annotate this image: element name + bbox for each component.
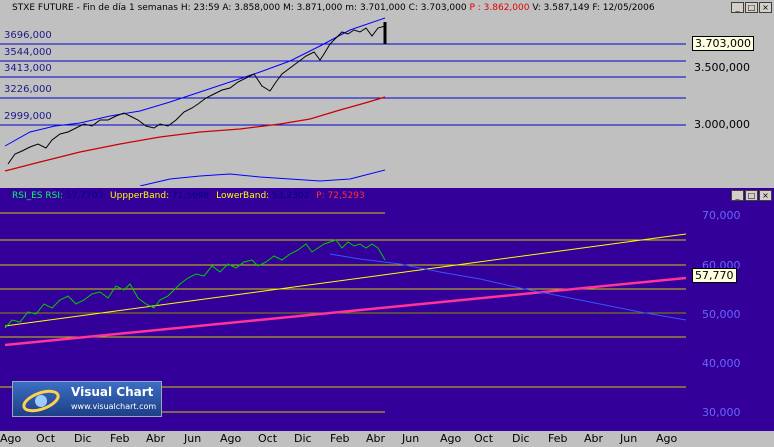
price-title-bar: STXE FUTURE - Fin de día 1 semanas H: 23… [0, 0, 774, 16]
level-label-3696: 3696,000 [4, 30, 52, 41]
x-tick: Abr [366, 432, 386, 445]
f-readout: F: 12/05/2006 [592, 3, 655, 13]
level-label-2999: 2999,000 [4, 111, 52, 122]
x-tick: Ago [0, 432, 22, 445]
lower-band-label: LowerBand: [216, 191, 270, 201]
price-chart-area[interactable]: 3696,000 3544,000 3413,000 3226,000 2999… [0, 16, 686, 186]
rsi-label: RSI_ES RSI: [12, 191, 64, 201]
rsi-tick-40: 40,000 [702, 357, 741, 370]
p-readout: P : 3.862,000 [469, 3, 530, 13]
rsi-maximize-button[interactable]: □ [745, 190, 758, 201]
x-tick: Feb [548, 432, 568, 445]
upper-band-label: UppperBand: [110, 191, 170, 201]
period-label: Fin de día 1 semanas [82, 3, 178, 13]
instrument-name: STXE FUTURE [12, 3, 74, 13]
price-series [7, 25, 386, 165]
rsi-tick-50: 50,000 [702, 308, 741, 321]
price-current-badge: 3.703,000 [692, 36, 754, 51]
rsi-y-axis: 70,000 60,000 50,000 40,000 30,000 57,77… [686, 204, 774, 431]
logo-url: www.visualchart.com [71, 402, 157, 411]
rsi-chart-area[interactable] [0, 204, 686, 431]
upper-band-value: 71,5698 [172, 191, 210, 201]
x-tick: Dic [294, 432, 312, 445]
visual-chart-logo: Visual Chart www.visualchart.com [12, 381, 162, 417]
rsi-value: 57,7703 [65, 191, 104, 201]
h-readout: H: 23:59 [180, 3, 220, 13]
y-tick-3500: 3.500,000 [694, 61, 750, 74]
price-window-controls: _ □ × [731, 2, 772, 13]
rsi-lower-band [4, 276, 686, 347]
time-axis: Ago Oct Dic Feb Abr Jun Ago Oct Dic Feb … [0, 431, 774, 447]
a-readout: A: 3.858,000 [222, 3, 281, 13]
x-tick: Abr [146, 432, 166, 445]
x-tick: Jun [620, 432, 638, 445]
x-tick: Jun [402, 432, 420, 445]
minimize-button[interactable]: _ [731, 2, 744, 13]
x-tick: Ago [656, 432, 678, 445]
x-tick: Ago [220, 432, 242, 445]
x-tick: Dic [74, 432, 92, 445]
rsi-current-badge: 57,770 [692, 268, 737, 283]
x-tick: Oct [474, 432, 494, 445]
rsi-tick-30: 30,000 [702, 406, 741, 419]
price-chart [0, 17, 686, 186]
rsi-chart [0, 212, 686, 413]
rsi-projection [329, 253, 686, 321]
rsi-minimize-button[interactable]: _ [731, 190, 744, 201]
rsi-upper-band [4, 233, 686, 327]
rsi-p-value: P: 72,5293 [316, 191, 365, 201]
c-readout: C: 3.703,000 [408, 3, 467, 13]
rsi-window-controls: _ □ × [731, 190, 772, 201]
mm-readout: m: 3.701,000 [345, 3, 406, 13]
x-tick: Feb [110, 432, 130, 445]
rsi-title-bar: RSI_ES RSI: 57,7703 UppperBand: 71,5698 … [0, 188, 774, 204]
v-readout: V: 3.587,149 [532, 3, 590, 13]
logo-swoosh-icon [22, 389, 60, 413]
price-pane[interactable]: STXE FUTURE - Fin de día 1 semanas H: 23… [0, 0, 774, 186]
x-tick: Feb [330, 432, 350, 445]
price-moving-average [4, 96, 386, 172]
close-button[interactable]: × [759, 2, 772, 13]
m-readout: M: 3.871,000 [282, 3, 343, 13]
x-tick: Ago [440, 432, 462, 445]
price-upper-envelope [4, 17, 386, 147]
rsi-tick-70: 70,000 [702, 209, 741, 222]
x-tick: Dic [512, 432, 530, 445]
logo-title: Visual Chart [71, 385, 154, 399]
rsi-pane[interactable]: RSI_ES RSI: 57,7703 UppperBand: 71,5698 … [0, 188, 774, 431]
x-tick: Oct [36, 432, 56, 445]
lower-band-value: 53,2302 [272, 191, 310, 201]
level-label-3226: 3226,000 [4, 84, 52, 95]
y-tick-3000: 3.000,000 [694, 118, 750, 131]
x-tick: Oct [258, 432, 278, 445]
x-tick: Abr [584, 432, 604, 445]
maximize-button[interactable]: □ [745, 2, 758, 13]
rsi-close-button[interactable]: × [759, 190, 772, 201]
price-y-axis: 3.500,000 3.000,000 3.703,000 [686, 16, 774, 186]
rsi-line [4, 239, 386, 329]
x-tick: Jun [184, 432, 202, 445]
level-label-3413: 3413,000 [4, 63, 52, 74]
price-lower-envelope [139, 169, 386, 186]
level-label-3544: 3544,000 [4, 47, 52, 58]
